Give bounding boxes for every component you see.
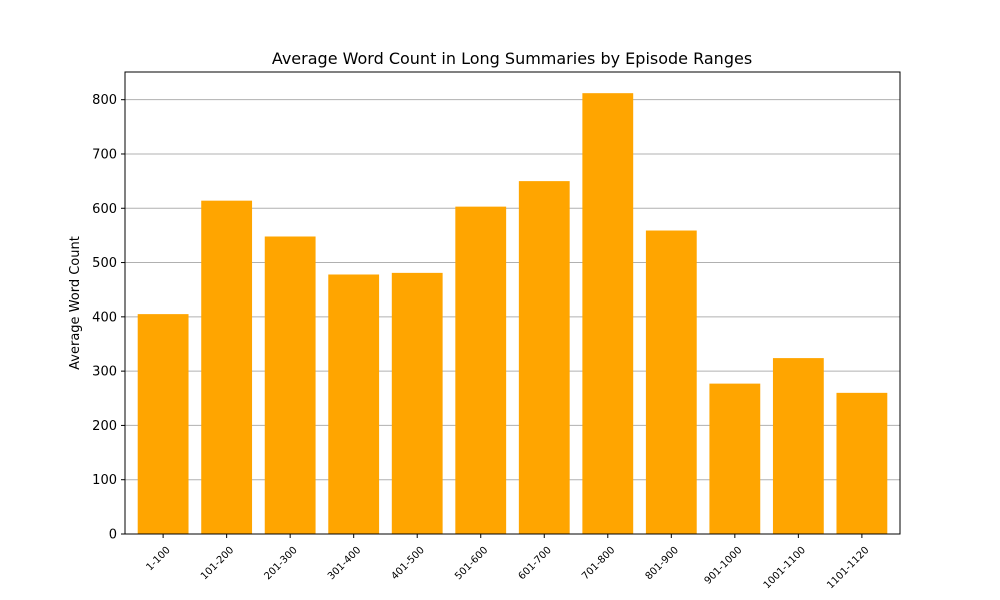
bar [518, 181, 570, 534]
x-tick-label: 701-800 [580, 545, 617, 582]
y-tick-label: 300 [92, 365, 117, 380]
y-axis-ticks: 0 100 200 300 400 500 600 700 800 [92, 93, 125, 543]
bar [328, 274, 380, 534]
bar [772, 358, 824, 534]
grid-lines [125, 99, 900, 535]
bar [582, 93, 634, 535]
x-tick-label: 801-900 [644, 545, 681, 582]
bar [455, 206, 507, 534]
x-tick-label: 301-400 [326, 545, 363, 582]
chart-title: Average Word Count in Long Summaries by … [272, 49, 752, 68]
bar [645, 230, 697, 534]
bar [836, 392, 888, 534]
bar [264, 236, 316, 534]
y-tick-label: 200 [92, 419, 117, 434]
x-tick-label: 201-300 [262, 545, 299, 582]
y-tick-label: 700 [92, 147, 117, 162]
x-tick-label: 1-100 [144, 545, 172, 573]
bar [709, 383, 761, 534]
y-tick-label: 500 [92, 256, 117, 271]
bar [391, 272, 443, 534]
x-tick-label: 601-700 [517, 545, 554, 582]
y-tick-label: 0 [109, 528, 117, 543]
x-tick-label: 101-200 [199, 545, 236, 582]
x-tick-label: 401-500 [390, 545, 427, 582]
bar [201, 200, 253, 534]
y-tick-label: 600 [92, 202, 117, 217]
plot-area-frame [124, 71, 901, 535]
y-tick-label: 400 [92, 310, 117, 325]
x-tick-label: 901-1000 [703, 545, 745, 587]
y-axis-label: Average Word Count [68, 236, 83, 370]
y-tick-label: 100 [92, 473, 117, 488]
x-axis-ticks: 1-100 101-200 201-300 301-400 401-500 501-600… [144, 534, 872, 591]
x-tick-label: 501-600 [453, 545, 490, 582]
x-tick-label: 1101-1120 [825, 545, 871, 591]
x-tick-label: 1001-1100 [762, 545, 808, 591]
bar [137, 314, 189, 534]
y-tick-label: 800 [92, 93, 117, 108]
bars [137, 93, 888, 535]
